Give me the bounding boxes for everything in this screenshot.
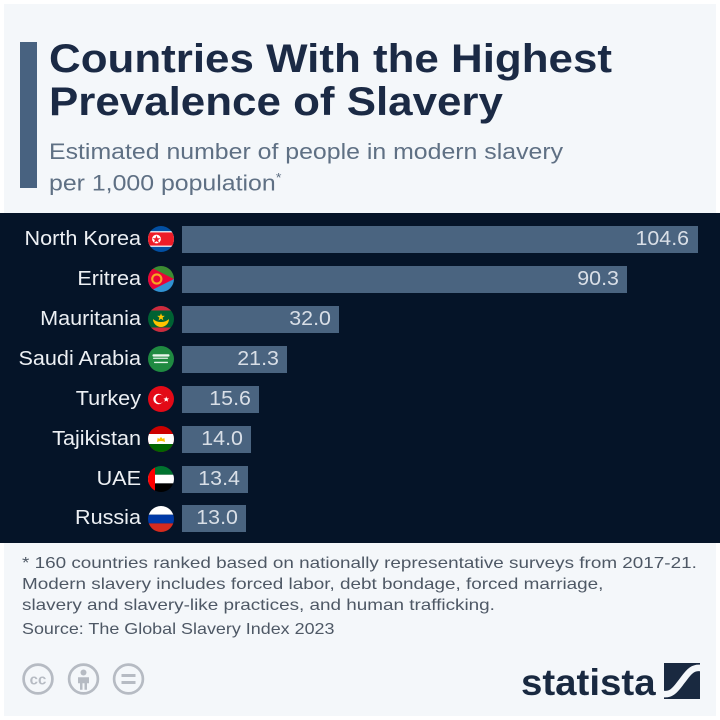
svg-text:cc: cc — [29, 672, 46, 689]
